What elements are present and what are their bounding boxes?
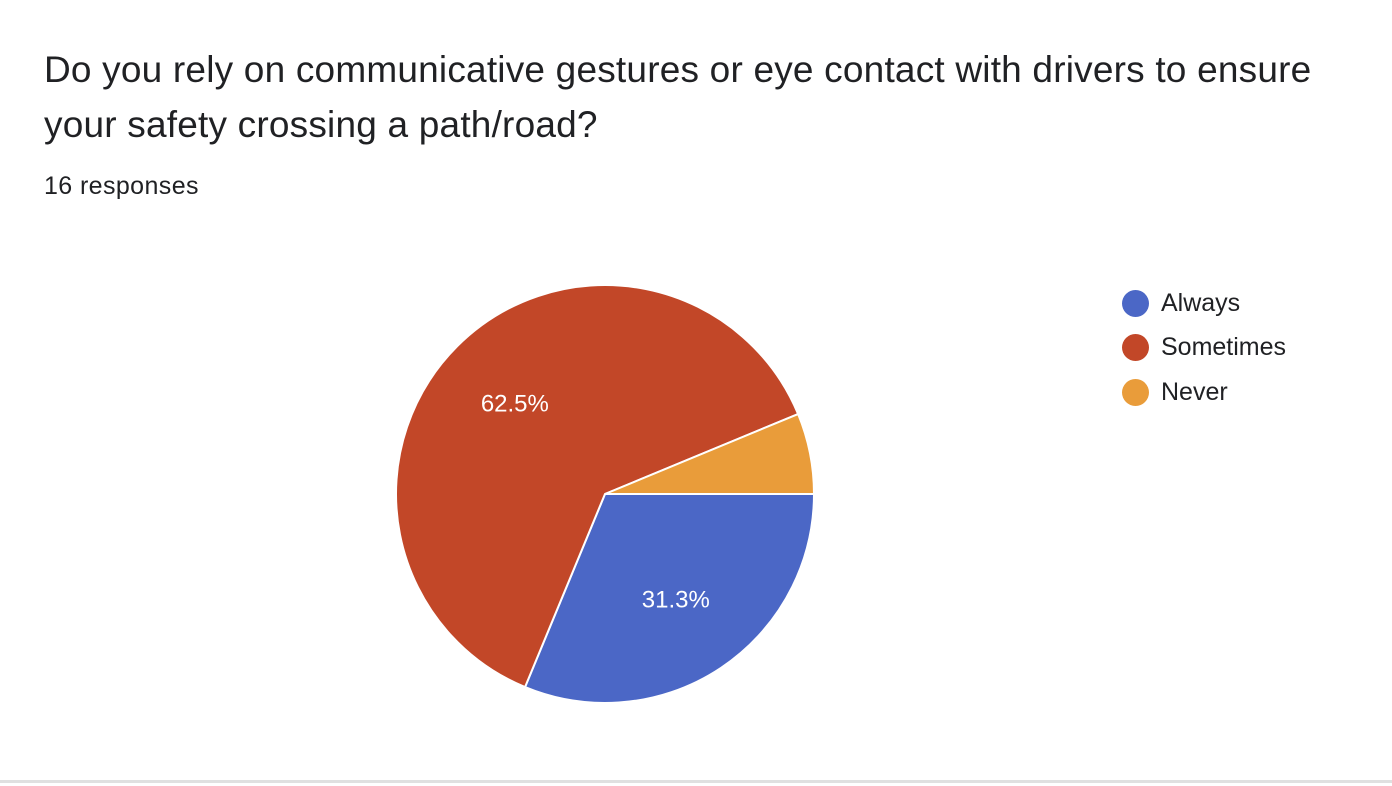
legend-swatch-icon [1122,334,1149,362]
pie-slice-sometimes [395,284,800,689]
legend-item-sometimes: Sometimes [1122,326,1286,371]
chart-legend: Always Sometimes Never [1122,281,1286,415]
legend-swatch-icon [1122,378,1149,406]
legend-swatch-icon [1122,289,1149,317]
legend-label: Never [1161,377,1228,406]
pie-labels: 31.3% 62.5% [481,390,710,613]
slice-label-sometimes: 62.5% [481,390,549,417]
response-count: 16 responses [44,172,199,200]
legend-label: Sometimes [1161,333,1287,362]
legend-item-never: Never [1122,370,1286,415]
pie-slice-never [604,412,816,495]
pie-slices [395,284,816,704]
question-title: Do you rely on communicative gestures or… [44,49,1312,145]
pie-slice-always [523,493,816,704]
legend-item-always: Always [1122,281,1286,326]
legend-label: Always [1161,288,1241,317]
slice-label-always: 31.3% [642,587,710,614]
